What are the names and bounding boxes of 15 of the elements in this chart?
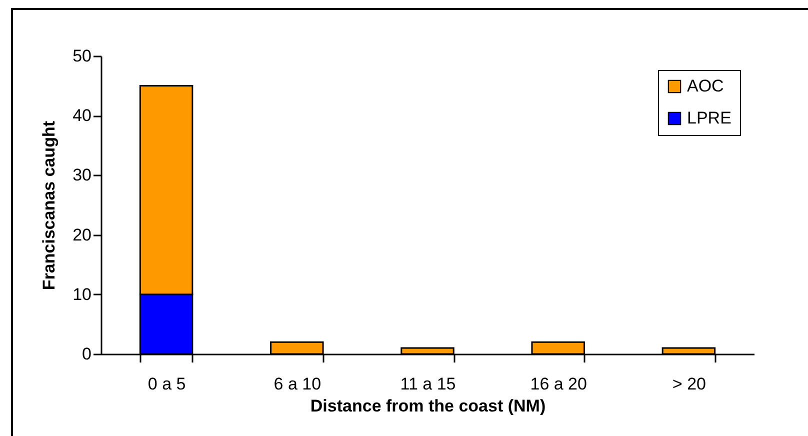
legend-label: AOC [687, 76, 724, 96]
y-tick-label: 30 [72, 166, 92, 185]
y-axis-title: Franciscanas caught [40, 120, 59, 290]
y-tick-label: 50 [72, 46, 92, 66]
y-tick-label: 0 [82, 344, 92, 364]
x-tick-label: 0 a 5 [148, 374, 186, 394]
x-tick-label: 6 a 10 [274, 374, 322, 394]
x-tick-label: > 20 [672, 374, 706, 394]
x-axis-title: Distance from the coast (NM) [310, 396, 546, 416]
y-tick-label: 20 [72, 225, 92, 244]
x-tick-label: 11 a 15 [400, 374, 456, 394]
y-tick-label: 10 [72, 284, 92, 304]
y-tick-label: 40 [72, 106, 92, 126]
legend-label: LPRE [687, 108, 732, 128]
x-tick-label: 16 a 20 [530, 374, 587, 394]
